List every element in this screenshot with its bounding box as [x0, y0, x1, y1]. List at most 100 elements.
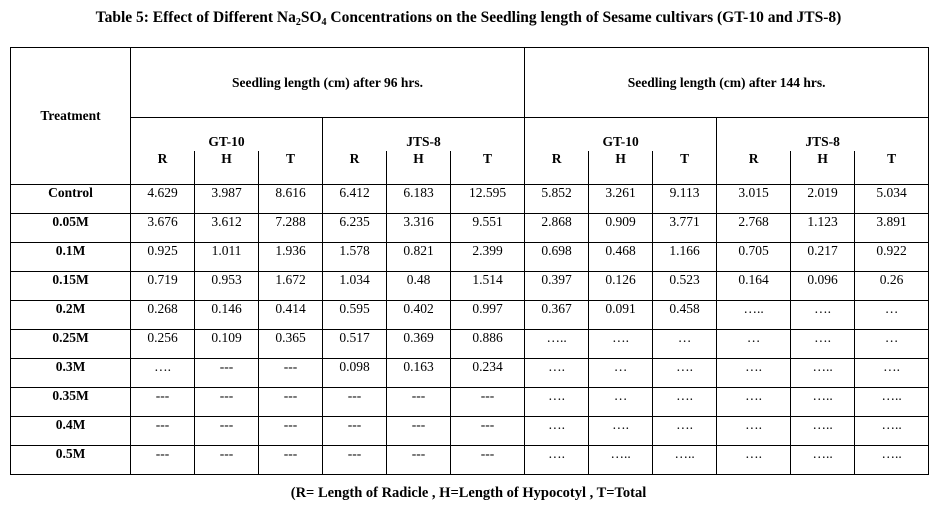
value-cell: 0.414	[258, 300, 323, 330]
value-cell: 0.234	[449, 358, 526, 388]
value-cell: ---	[322, 387, 387, 417]
value-cell: 0.997	[449, 300, 526, 330]
value-cell: 0.402	[386, 300, 451, 330]
value-cell: ---	[322, 416, 387, 446]
value-cell: …	[588, 387, 654, 417]
value-cell: ….	[524, 416, 590, 446]
treatment-label: 0.05M	[10, 213, 131, 243]
value-cell: 0.953	[194, 271, 259, 301]
value-cell: …..	[790, 358, 856, 388]
value-cell: 0.367	[524, 300, 590, 330]
treatment-label: 0.3M	[10, 358, 131, 388]
value-cell: 2.019	[790, 184, 856, 214]
table-row: 0.15M 0.719 0.953 1.672 1.034 0.48 1.514 0.397 0…	[10, 271, 930, 301]
value-cell: 0.925	[130, 242, 195, 272]
value-cell: 4.629	[130, 184, 195, 214]
value-cell: ---	[194, 416, 259, 446]
value-cell: 0.719	[130, 271, 195, 301]
value-cell: 6.183	[386, 184, 451, 214]
table-row: 0.2M 0.268 0.146 0.414 0.595 0.402 0.997 0.367 0…	[10, 300, 930, 330]
value-cell: …..	[790, 387, 856, 417]
value-cell: 0.091	[588, 300, 654, 330]
value-cell: 1.123	[790, 213, 856, 243]
table-row: 0.25M 0.256 0.109 0.365 0.517 0.369 0.886…..….…	[10, 329, 930, 359]
value-cell: ….	[652, 416, 718, 446]
sub-header-cell: H	[386, 150, 451, 185]
value-cell: 9.113	[652, 184, 718, 214]
sub-header-cell: T	[854, 150, 930, 185]
value-cell: …..	[588, 445, 654, 475]
value-cell: 3.612	[194, 213, 259, 243]
value-cell: …..	[790, 416, 856, 446]
value-cell: ---	[130, 387, 195, 417]
sub-header-cell: H	[588, 150, 654, 185]
value-cell: 0.523	[652, 271, 718, 301]
sub-header-cell: R	[716, 150, 792, 185]
value-cell: 2.399	[449, 242, 526, 272]
value-cell: …..	[790, 445, 856, 475]
value-cell: 2.868	[524, 213, 590, 243]
table-row: Control 4.629 3.987 8.616 6.412 6.183 12.595 5.…	[10, 184, 930, 214]
value-cell: 3.771	[652, 213, 718, 243]
value-cell: 0.365	[258, 329, 323, 359]
value-cell: ….	[854, 358, 930, 388]
value-cell: ….	[652, 387, 718, 417]
value-cell: …..	[524, 329, 590, 359]
value-cell: 3.261	[588, 184, 654, 214]
value-cell: ….	[716, 445, 792, 475]
value-cell: 0.217	[790, 242, 856, 272]
period-header-144h: Seedling length (cm) after 144 hrs.	[524, 47, 930, 118]
value-cell: 12.595	[449, 184, 526, 214]
table-footnote: (R= Length of Radicle , H=Length of Hypo…	[290, 485, 647, 501]
cultivar-header-gt10-96h: GT-10	[130, 117, 323, 151]
treatment-label: 0.1M	[10, 242, 131, 272]
value-cell: 0.821	[386, 242, 451, 272]
value-cell: 0.096	[790, 271, 856, 301]
value-cell: 1.011	[194, 242, 259, 272]
value-cell: ….	[524, 358, 590, 388]
table-row: 0.05M 3.676 3.612 7.288 6.235 3.316 9.551 2.868…	[10, 213, 930, 243]
table-row: 0.35M --- --- --- --- --- ---….…….….…..…..	[10, 387, 930, 417]
value-cell: 2.768	[716, 213, 792, 243]
value-cell: 5.852	[524, 184, 590, 214]
treatment-header: Treatment	[10, 47, 131, 185]
value-cell: 0.369	[386, 329, 451, 359]
title-prefix: Table 5: Effect of Different Na	[95, 9, 296, 26]
sub-header-cell: T	[258, 150, 323, 185]
sub-header-cell: R	[524, 150, 590, 185]
value-cell: 6.235	[322, 213, 387, 243]
seedling-length-table: Treatment Seedling length (cm) after 96 …	[10, 47, 930, 475]
value-cell: 1.514	[449, 271, 526, 301]
value-cell: 0.705	[716, 242, 792, 272]
value-cell: …..	[652, 445, 718, 475]
value-cell: 0.922	[854, 242, 930, 272]
value-cell: ---	[449, 445, 526, 475]
value-cell: …	[588, 358, 654, 388]
value-cell: 0.458	[652, 300, 718, 330]
value-cell: 0.126	[588, 271, 654, 301]
value-cell: 1.578	[322, 242, 387, 272]
table-title: Table 5: Effect of Different Na2SO4 Conc…	[0, 9, 937, 28]
value-cell: 0.26	[854, 271, 930, 301]
value-cell: 3.891	[854, 213, 930, 243]
sub-header-cell: R	[130, 150, 195, 185]
value-cell: …..	[716, 300, 792, 330]
sub-header-cell: T	[449, 150, 526, 185]
value-cell: …	[652, 329, 718, 359]
value-cell: ---	[194, 358, 259, 388]
value-cell: 3.987	[194, 184, 259, 214]
value-cell: 3.316	[386, 213, 451, 243]
value-cell: …	[716, 329, 792, 359]
value-cell: 1.034	[322, 271, 387, 301]
value-cell: …	[854, 300, 930, 330]
sub-header-cell: H	[194, 150, 259, 185]
value-cell: 0.164	[716, 271, 792, 301]
value-cell: ---	[130, 445, 195, 475]
value-cell: ---	[258, 416, 323, 446]
cultivar-header-gt10-144h: GT-10	[524, 117, 718, 151]
value-cell: 6.412	[322, 184, 387, 214]
value-cell: ….	[588, 329, 654, 359]
treatment-label: Control	[10, 184, 131, 214]
value-cell: 0.163	[386, 358, 451, 388]
title-suffix: Concentrations on the Seedling length of…	[326, 9, 842, 26]
